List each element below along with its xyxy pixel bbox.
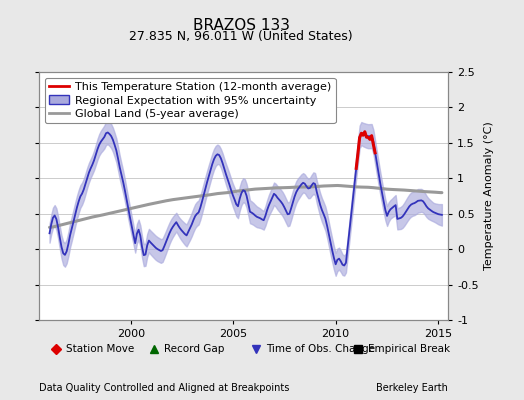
Text: Time of Obs. Change: Time of Obs. Change [266,344,375,354]
Text: 27.835 N, 96.011 W (United States): 27.835 N, 96.011 W (United States) [129,30,353,43]
Text: Data Quality Controlled and Aligned at Breakpoints: Data Quality Controlled and Aligned at B… [39,383,290,393]
Text: Record Gap: Record Gap [164,344,224,354]
Text: Empirical Break: Empirical Break [368,344,451,354]
Text: BRAZOS 133: BRAZOS 133 [192,18,290,33]
Legend: This Temperature Station (12-month average), Regional Expectation with 95% uncer: This Temperature Station (12-month avera… [45,78,335,123]
Text: Station Move: Station Move [66,344,134,354]
Text: Berkeley Earth: Berkeley Earth [376,383,448,393]
Y-axis label: Temperature Anomaly (°C): Temperature Anomaly (°C) [484,122,494,270]
